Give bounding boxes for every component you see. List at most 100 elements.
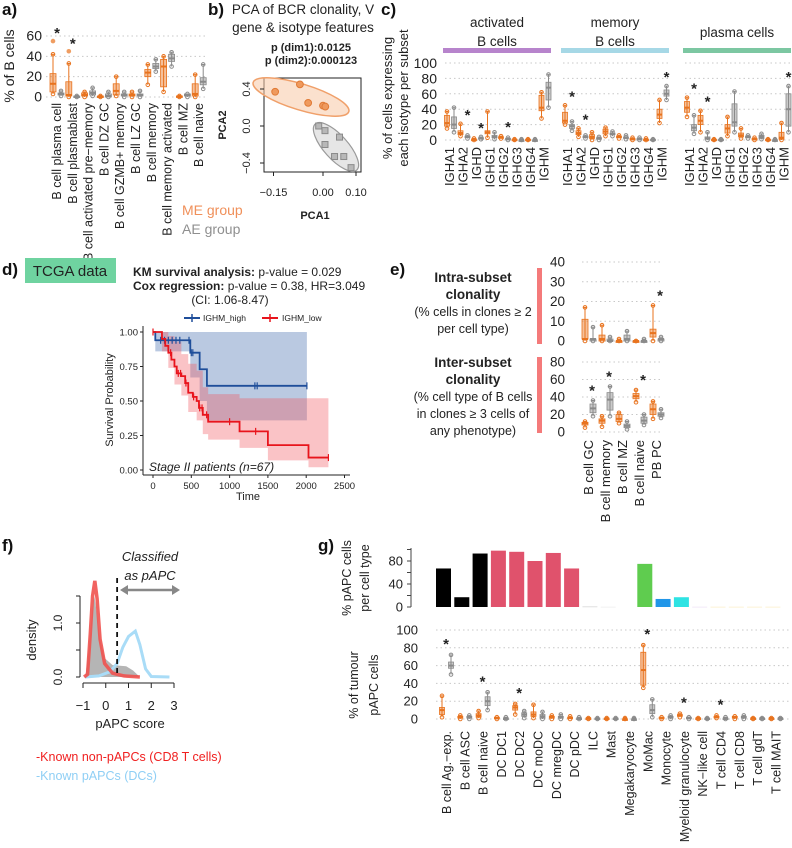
- ae-box-point: [641, 412, 647, 417]
- y-tick-label: 0: [429, 132, 437, 148]
- legend-ighm-high: IGHM_high: [203, 313, 246, 323]
- me-box-point: [616, 133, 622, 138]
- km-pvalue: p-value = 0.029: [255, 265, 342, 279]
- ae-box-point: [664, 97, 669, 103]
- bar: [509, 551, 525, 607]
- y-tick-label: 100: [414, 55, 438, 71]
- x-tick-label: DC DC2: [513, 731, 527, 778]
- me-box-point: [145, 82, 151, 88]
- me-box-point: [714, 715, 719, 721]
- ae-box-point: [595, 716, 600, 722]
- me-box-point: [525, 137, 531, 143]
- x-tick-label: IGHA2: [574, 147, 589, 186]
- me-box-point: [659, 716, 664, 722]
- f-x-tick-label: −1: [76, 698, 91, 713]
- me-box-point: [531, 715, 536, 721]
- significance-star: *: [664, 69, 670, 86]
- ae-box-point: [451, 130, 457, 135]
- panel-e-ytick-label: 60: [550, 372, 565, 387]
- ae-box-point: [658, 406, 664, 412]
- legend-ae-group: AE group: [182, 221, 241, 237]
- ae-box-point: [169, 64, 174, 69]
- me-box-point: [599, 322, 605, 328]
- me-box-point: [494, 716, 500, 722]
- me-box-point: [498, 133, 504, 139]
- ae-box-point: [732, 130, 737, 135]
- km-y-tick-label: 0.75: [120, 362, 139, 373]
- me-box-point: [512, 137, 517, 143]
- ae-box-point: [650, 714, 655, 720]
- intra-subset-bar: [537, 268, 542, 344]
- me-box-box: [191, 83, 199, 97]
- significance-star: *: [644, 626, 650, 643]
- panel-label-a: a): [2, 0, 17, 19]
- ae-box-box: [731, 103, 738, 127]
- x-tick-label: B cell ASC: [458, 731, 472, 790]
- panel-g: % pAPC cells per cell type % of tumour p…: [340, 540, 790, 842]
- ae-box-point: [637, 135, 642, 140]
- me-box-point: [616, 336, 622, 342]
- f-y-tick-label: 1.0: [51, 614, 65, 631]
- f-x-tick-label: 0: [102, 698, 109, 713]
- x-tick-label: PB PC: [649, 440, 664, 479]
- me-box-point: [161, 89, 166, 95]
- panel-e-ytick-label: 10: [550, 314, 565, 329]
- ae-box-point: [505, 137, 511, 143]
- me-box-point: [192, 94, 198, 100]
- panel-b-title-line2: gene & isotype features: [232, 20, 374, 35]
- me-box-point: [512, 712, 518, 717]
- ae-box-point: [569, 128, 575, 134]
- me-box-point: [732, 714, 738, 719]
- x-tick-label: NK−like cell: [696, 731, 710, 797]
- arrow-head-right-icon: [172, 585, 180, 595]
- panel-a-ytick-label: 60: [26, 28, 42, 44]
- subset-title-line1: memory: [591, 15, 640, 30]
- me-box-point: [650, 399, 656, 404]
- f-x-tick-label: 1: [125, 698, 132, 713]
- me-box-point: [129, 94, 135, 100]
- bar: [545, 552, 561, 607]
- ae-box-box: [606, 392, 614, 411]
- x-tick-label: IGHG2: [614, 147, 629, 187]
- inter-subset-bar: [537, 357, 542, 433]
- panel-label-d: d): [2, 260, 18, 279]
- arrow-head-left-icon: [120, 585, 128, 595]
- bar: [637, 563, 653, 607]
- me-box-point: [779, 120, 784, 126]
- me-box-point: [630, 135, 635, 140]
- ae-box-point: [631, 716, 637, 722]
- bar: [619, 607, 634, 608]
- f-y-tick-label: 0.0: [51, 668, 65, 685]
- me-box-point: [659, 714, 664, 720]
- x-tick-label: IGHG4: [763, 147, 778, 187]
- me-box-point: [725, 133, 730, 139]
- ae-box-point: [106, 89, 111, 95]
- me-box-point: [562, 103, 568, 108]
- dots-ylabel-line2: pAPC cells: [367, 654, 381, 715]
- bar: [673, 597, 689, 607]
- panel-f: Classified as pAPC pAPC score density -K…: [24, 549, 222, 783]
- ae-box-point: [492, 136, 497, 142]
- panel-f-ylabel: density: [24, 619, 39, 661]
- x-tick-label: B cell memory: [598, 440, 613, 523]
- ae-box-point: [492, 130, 497, 135]
- ae-box-point: [686, 716, 692, 722]
- papc-density-curve: [85, 628, 170, 679]
- x-tick-label: 0.10: [345, 187, 366, 199]
- subset-color-bar: [561, 48, 669, 53]
- x-tick-label: B cell naive: [632, 440, 647, 506]
- x-tick-label: IGHG2: [736, 147, 751, 187]
- me-box-box: [581, 318, 589, 340]
- panel-e-ytick-label: 20: [550, 294, 565, 309]
- me-box-point: [177, 94, 182, 100]
- me-box-point: [444, 109, 450, 114]
- bar: [472, 553, 488, 607]
- panel-f-xlabel: pAPC score: [95, 716, 164, 731]
- significance-star: *: [691, 81, 697, 98]
- significance-star: *: [465, 107, 471, 124]
- x-tick-label: IGHM: [655, 147, 670, 181]
- bar: [600, 606, 616, 608]
- ae-box-point: [185, 94, 190, 100]
- panel-e-ytick-label: 40: [550, 255, 565, 270]
- x-tick-label: T cell CD4: [715, 731, 729, 789]
